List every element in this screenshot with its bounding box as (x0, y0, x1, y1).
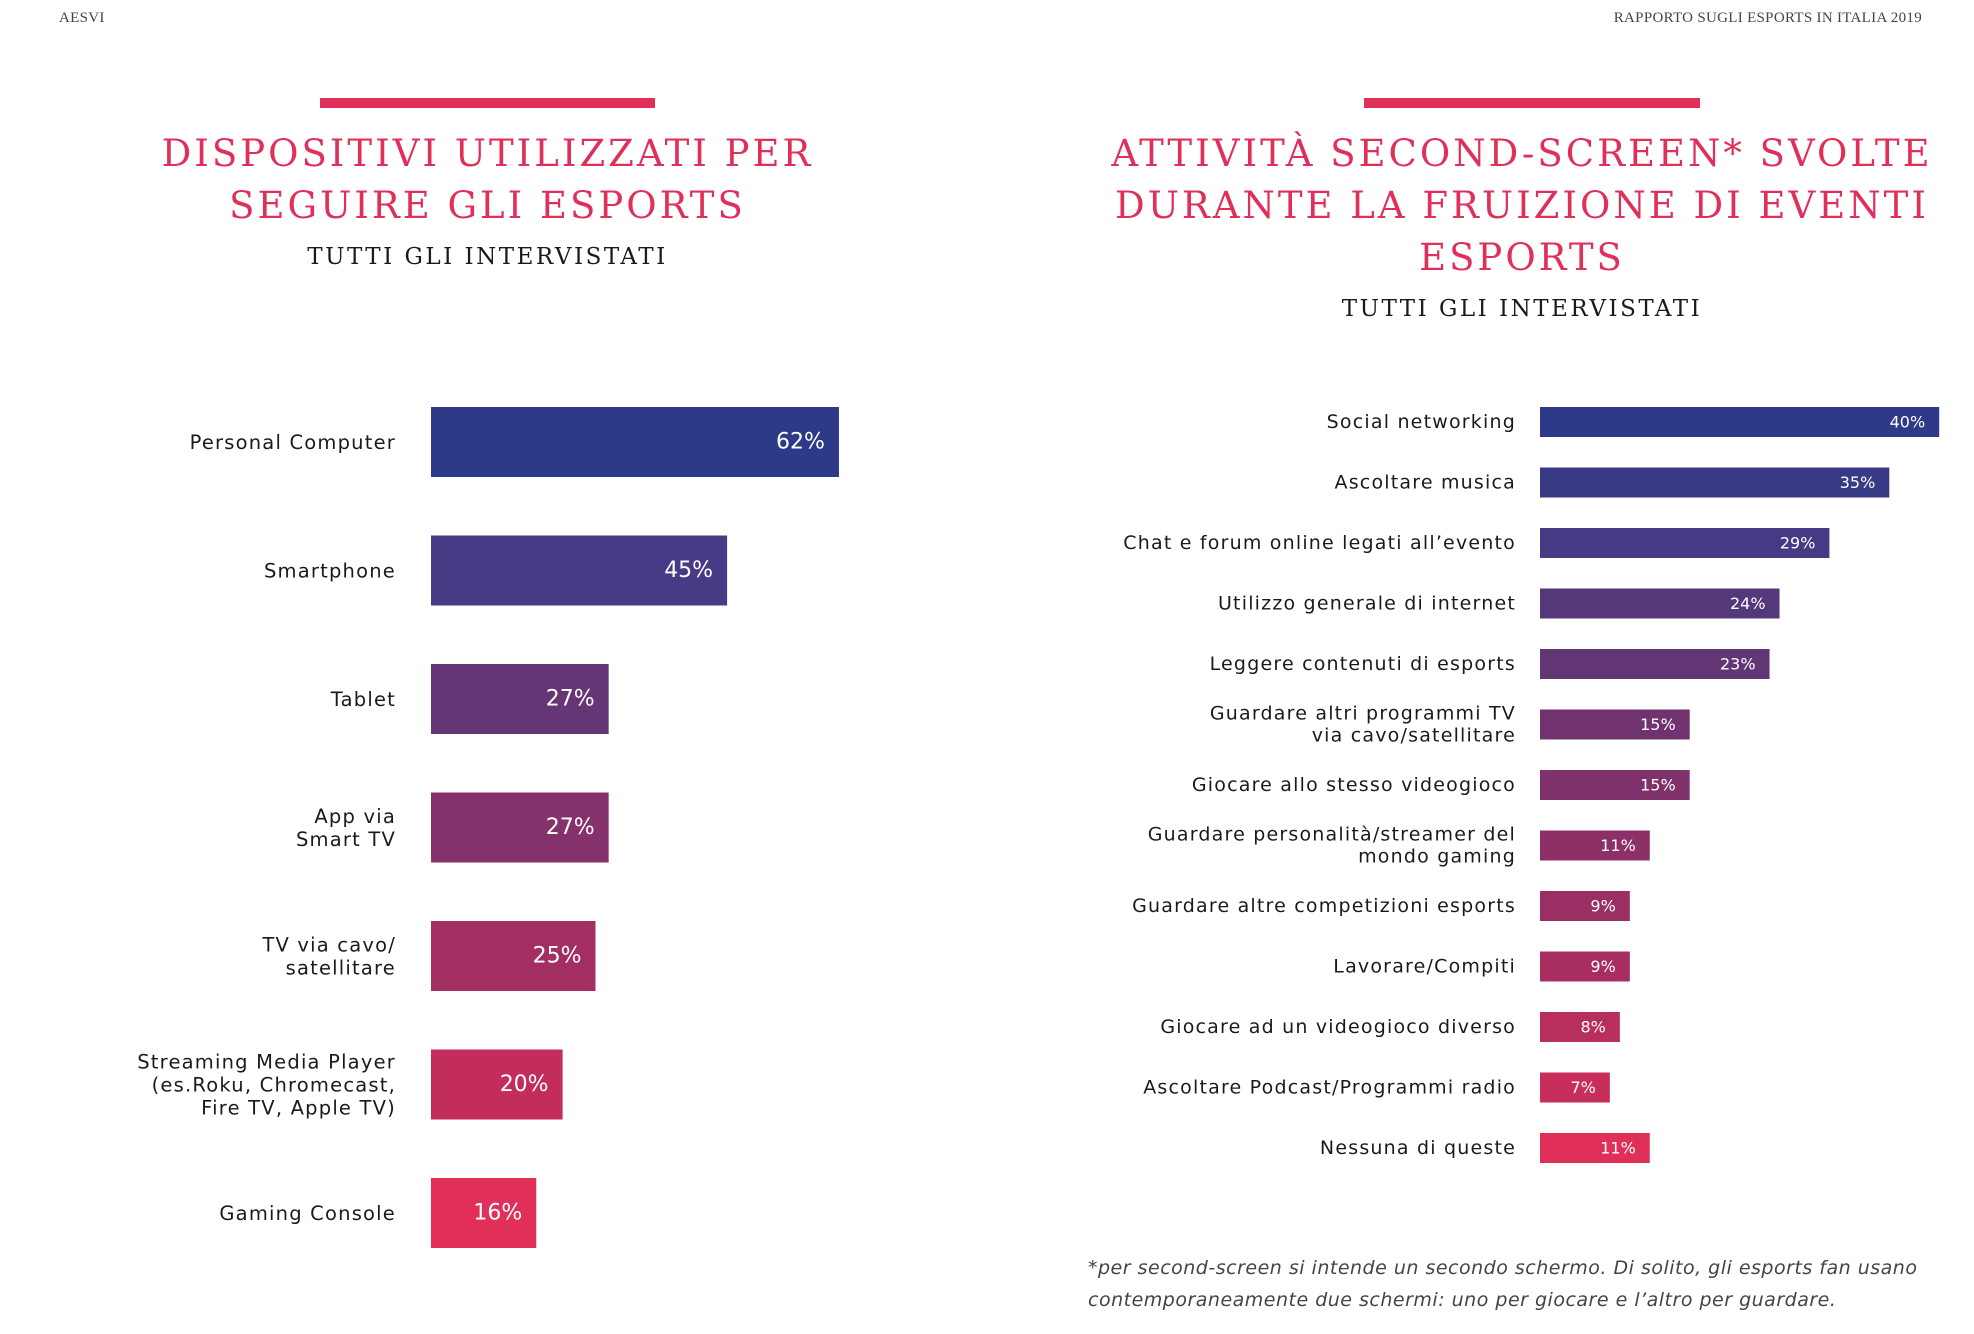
second-screen-value-label-10: 9% (1590, 957, 1615, 976)
second-screen-value-label-1: 40% (1890, 413, 1926, 432)
second-screen-category-label-line: Guardare altri programmi TV (1210, 703, 1516, 725)
devices-category-label-3: Tablet (330, 688, 396, 711)
devices-value-label-3: 27% (546, 687, 595, 712)
second-screen-value-label-2: 35% (1840, 473, 1876, 492)
devices-value-label-6: 20% (500, 1072, 549, 1097)
second-screen-value-label-4: 24% (1730, 594, 1766, 613)
second-screen-category-label-line: Social networking (1327, 411, 1516, 433)
second-screen-category-label-line: Utilizzo generale di internet (1218, 593, 1516, 615)
devices-category-label-line: (es.Roku, Chromecast, (152, 1073, 396, 1096)
second-screen-category-label-10: Lavorare/Compiti (1333, 956, 1516, 978)
devices-category-label-line: satellitare (286, 956, 396, 979)
header-left-text: AESVI (59, 10, 105, 26)
second-screen-category-label-5: Leggere contenuti di esports (1210, 653, 1516, 675)
second-screen-bar-7 (1540, 770, 1690, 800)
second-screen-value-label-6: 15% (1640, 715, 1676, 734)
footnote: *per second-screen si intende un secondo… (1088, 1257, 1918, 1311)
second-screen-category-label-line: Lavorare/Compiti (1333, 956, 1516, 978)
header-right-text: RAPPORTO SUGLI ESPORTS IN ITALIA 2019 (1613, 10, 1922, 26)
second-screen-category-label-1: Social networking (1327, 411, 1516, 433)
second-screen-bar-12 (1540, 1072, 1610, 1103)
devices-category-label-line: Personal Computer (190, 431, 396, 454)
second-screen-bar-1 (1540, 407, 1940, 437)
second-screen-value-label-7: 15% (1640, 776, 1676, 795)
devices-value-label-7: 16% (473, 1201, 522, 1226)
devices-bar-1 (431, 407, 839, 477)
second-screen-category-label-line: Ascoltare musica (1335, 472, 1516, 494)
devices-category-label-2: Smartphone (264, 559, 396, 582)
second-screen-bar-5 (1540, 649, 1770, 679)
left-accent-line (320, 98, 655, 108)
second-screen-category-label-2: Ascoltare musica (1335, 472, 1516, 494)
second-screen-bar-2 (1540, 467, 1890, 498)
right-chart-title: ATTIVITÀ SECOND-SCREEN* SVOLTE DURANTE L… (1111, 132, 1933, 279)
devices-value-label-2: 45% (664, 558, 713, 583)
second-screen-category-label-line: Chat e forum online legati all’evento (1123, 532, 1516, 554)
devices-category-label-line: Streaming Media Player (137, 1050, 396, 1073)
devices-category-label-4: App via Smart TV (296, 805, 396, 851)
second-screen-category-label-11: Giocare ad un videogioco diverso (1160, 1016, 1516, 1038)
right-chart-subtitle: TUTTI GLI INTERVISTATI (1341, 296, 1703, 322)
second-screen-bar-3 (1540, 528, 1830, 558)
right-accent-line (1364, 98, 1700, 108)
second-screen-value-label-5: 23% (1720, 655, 1756, 674)
devices-bar-4 (431, 792, 609, 863)
second-screen-category-label-9: Guardare altre competizioni esports (1132, 895, 1516, 917)
devices-value-label-1: 62% (776, 430, 825, 455)
second-screen-category-label-3: Chat e forum online legati all’evento (1123, 532, 1516, 554)
second-screen-value-label-9: 9% (1590, 897, 1615, 916)
devices-category-label-6: Streaming Media Player (es.Roku, Chromeca… (137, 1050, 396, 1119)
second-screen-bar-13 (1540, 1133, 1650, 1163)
second-screen-value-label-12: 7% (1570, 1078, 1595, 1097)
second-screen-category-label-line: Guardare altre competizioni esports (1132, 895, 1516, 917)
devices-bar-3 (431, 664, 609, 734)
second-screen-category-label-line: Leggere contenuti di esports (1210, 653, 1516, 675)
second-screen-value-label-11: 8% (1580, 1018, 1605, 1037)
second-screen-category-label-line: Giocare ad un videogioco diverso (1160, 1016, 1516, 1038)
second-screen-category-label-13: Nessuna di queste (1320, 1137, 1516, 1159)
second-screen-category-label-line: Nessuna di queste (1320, 1137, 1516, 1159)
devices-category-label-line: TV via cavo/ (261, 933, 396, 956)
devices-bar-7 (431, 1178, 537, 1248)
second-screen-category-label-line: Ascoltare Podcast/Programmi radio (1143, 1077, 1516, 1099)
second-screen-bar-11 (1540, 1012, 1620, 1042)
second-screen-category-label-12: Ascoltare Podcast/Programmi radio (1143, 1077, 1516, 1099)
second-screen-value-label-3: 29% (1780, 534, 1816, 553)
second-screen-bar-10 (1540, 951, 1630, 982)
left-chart-title: DISPOSITIVI UTILIZZATI PER SEGUIRE GLI E… (161, 132, 814, 227)
second-screen-category-label-7: Giocare allo stesso videogioco (1192, 774, 1516, 796)
second-screen-bar-9 (1540, 891, 1630, 921)
left-chart-subtitle: TUTTI GLI INTERVISTATI (307, 244, 668, 270)
devices-bar-6 (431, 1049, 563, 1120)
devices-value-label-5: 25% (533, 944, 582, 969)
devices-bar-5 (431, 921, 596, 991)
second-screen-category-label-8: Guardare personalità/streamer del mondo g… (1148, 824, 1516, 868)
second-screen-category-label-line: via cavo/satellitare (1312, 725, 1516, 747)
devices-category-label-line: Gaming Console (219, 1202, 396, 1225)
devices-bar-2 (431, 535, 728, 606)
devices-category-label-7: Gaming Console (219, 1202, 396, 1225)
devices-category-label-line: App via (314, 805, 396, 828)
devices-category-label-line: Tablet (330, 688, 396, 711)
second-screen-category-label-line: mondo gaming (1358, 846, 1516, 868)
second-screen-bar-8 (1540, 830, 1650, 861)
devices-category-label-line: Smartphone (264, 559, 396, 582)
second-screen-category-label-line: Giocare allo stesso videogioco (1192, 774, 1516, 796)
second-screen-category-label-6: Guardare altri programmi TV via cavo/sate… (1210, 703, 1516, 747)
second-screen-category-label-line: Guardare personalità/streamer del (1148, 824, 1516, 846)
second-screen-bar-6 (1540, 709, 1690, 740)
devices-value-label-4: 27% (546, 815, 595, 840)
second-screen-value-label-8: 11% (1600, 836, 1636, 855)
second-screen-category-label-4: Utilizzo generale di internet (1218, 593, 1516, 615)
devices-category-label-line: Smart TV (296, 828, 396, 851)
second-screen-value-label-13: 11% (1600, 1139, 1636, 1158)
devices-category-label-5: TV via cavo/satellitare (261, 933, 396, 979)
devices-category-label-1: Personal Computer (190, 431, 396, 454)
second-screen-bar-4 (1540, 588, 1780, 619)
devices-category-label-line: Fire TV, Apple TV) (201, 1096, 396, 1119)
